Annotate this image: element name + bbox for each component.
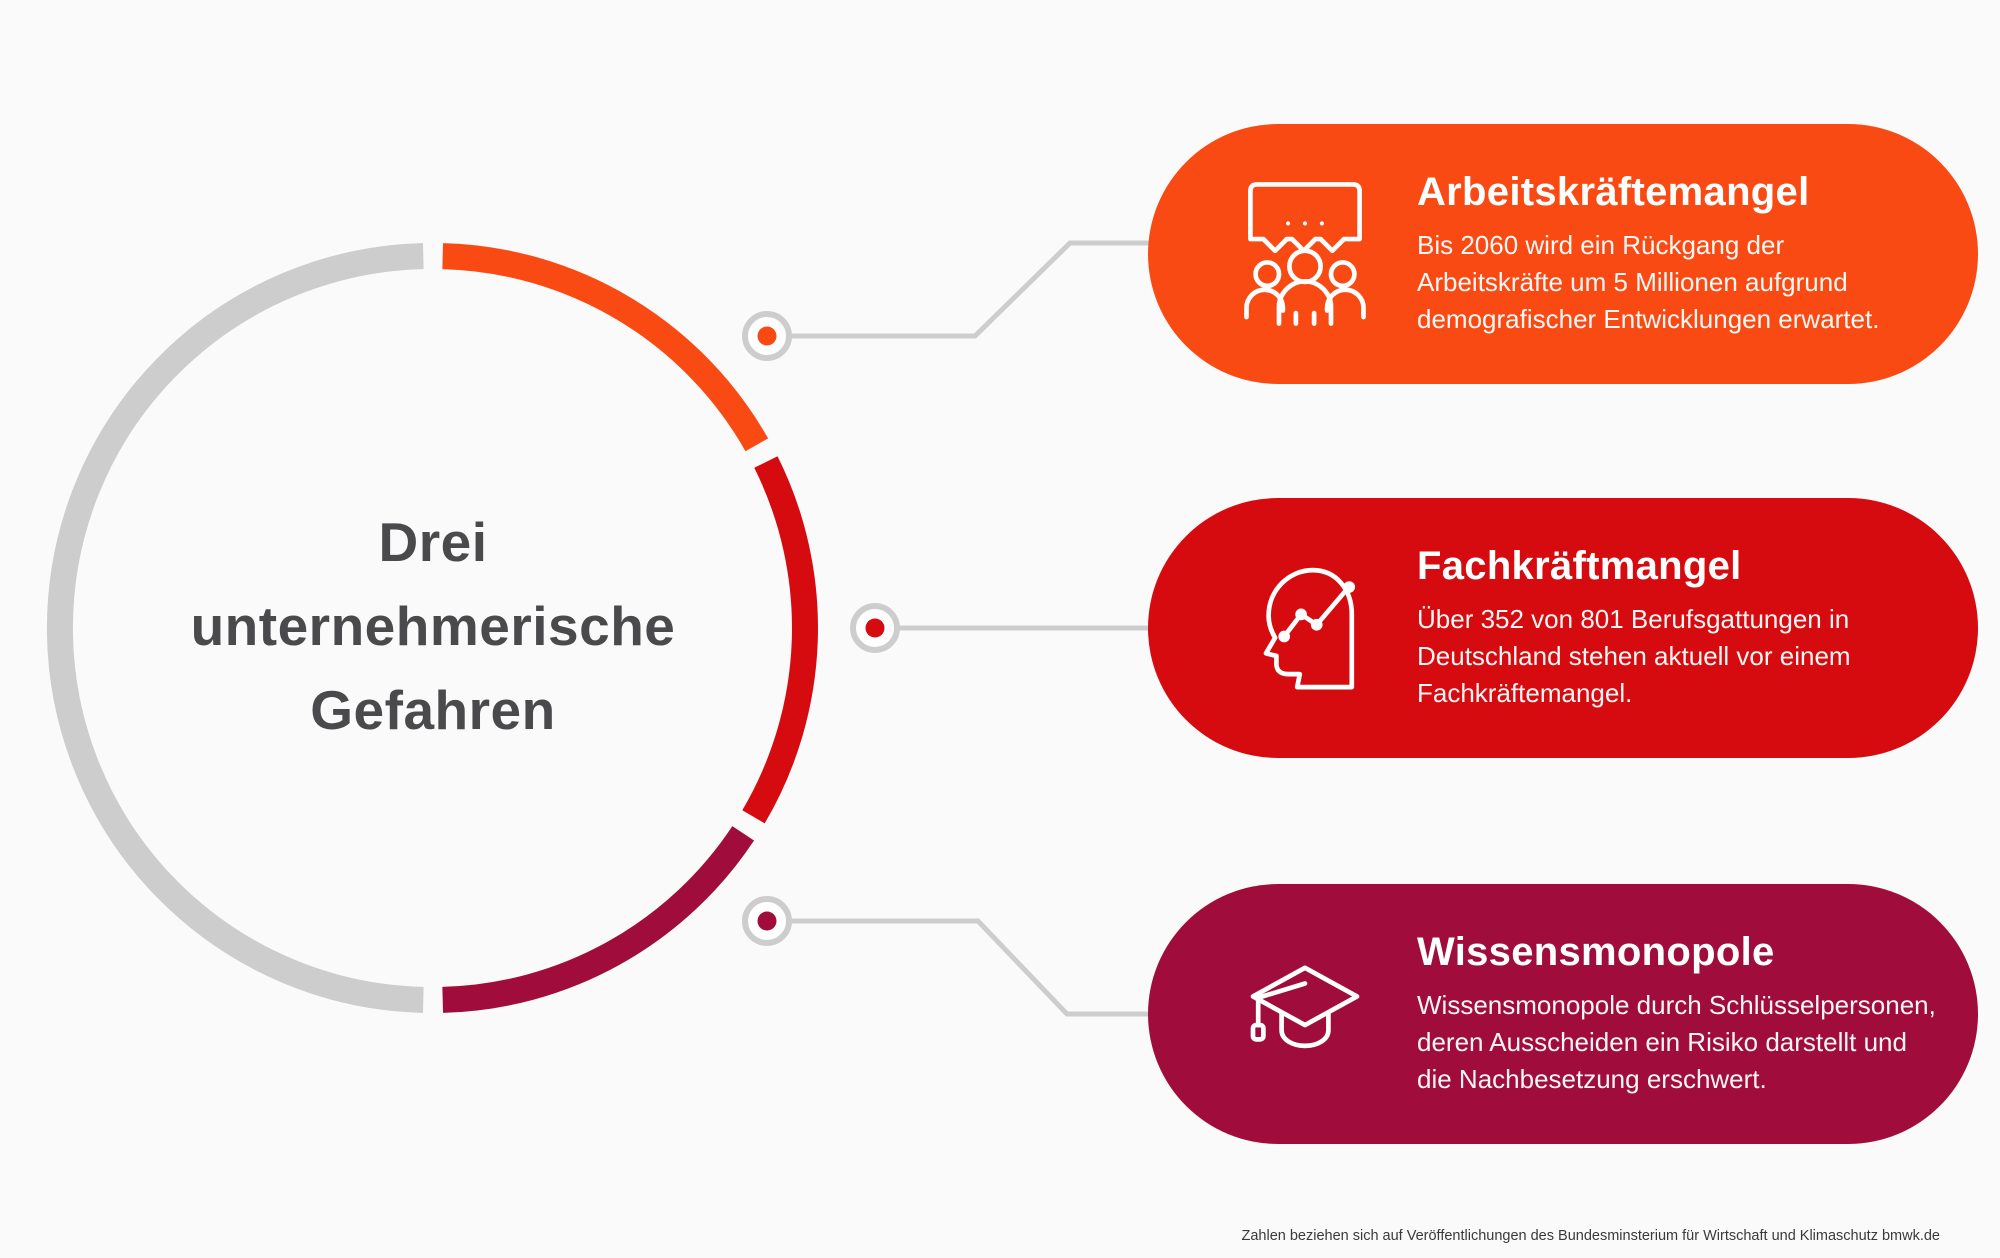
card-fachkraeftmangel: Fachkräftmangel Über 352 von 801 Berufsg… [1148,498,1978,758]
card-body: Wissensmonopole durch Schlüsselpersonen,… [1417,990,1936,1094]
card-text-block: Wissensmonopole Wissensmonopole durch Sc… [1417,930,1977,1098]
card-text-block: Fachkräftmangel Über 352 von 801 Berufsg… [1417,544,1977,712]
card-arbeitskraeftemangel: Arbeitskräftemangel Bis 2060 wird ein Rü… [1148,124,1978,384]
marker-dot-bottom [742,896,792,946]
card-title: Arbeitskräftemangel [1417,170,1810,214]
ring-segment-fachkraeftmangel [742,456,818,824]
marker-dot-top [742,311,792,361]
central-title: Drei unternehmerische Gefahren [190,511,676,741]
card-title: Wissensmonopole [1417,930,1775,974]
connector-line-bottom [767,918,1170,1017]
graduation-cap-icon [1250,965,1360,1049]
ring-segment-wissensmonopole [442,826,755,1013]
card-wissensmonopole: Wissensmonopole Wissensmonopole durch Sc… [1148,884,1978,1144]
connector-line-top [767,240,1170,339]
card-title: Fachkräftmangel [1417,544,1742,588]
marker-dot-middle [850,603,900,653]
source-note: Zahlen beziehen sich auf Veröffentlichun… [1241,1228,1940,1244]
ring-segment-arbeitskraeftemangel [442,243,769,452]
card-body: Über 352 von 801 Berufsgattungen in Deut… [1417,604,1851,708]
card-body: Bis 2060 wird ein Rückgang der Arbeitskr… [1417,230,1880,334]
head-chart-icon [1263,567,1356,690]
ring-segment-rest [46,243,424,1013]
speech-bubble-people-icon [1244,182,1366,326]
card-text-block: Arbeitskräftemangel Bis 2060 wird ein Rü… [1417,170,1977,338]
